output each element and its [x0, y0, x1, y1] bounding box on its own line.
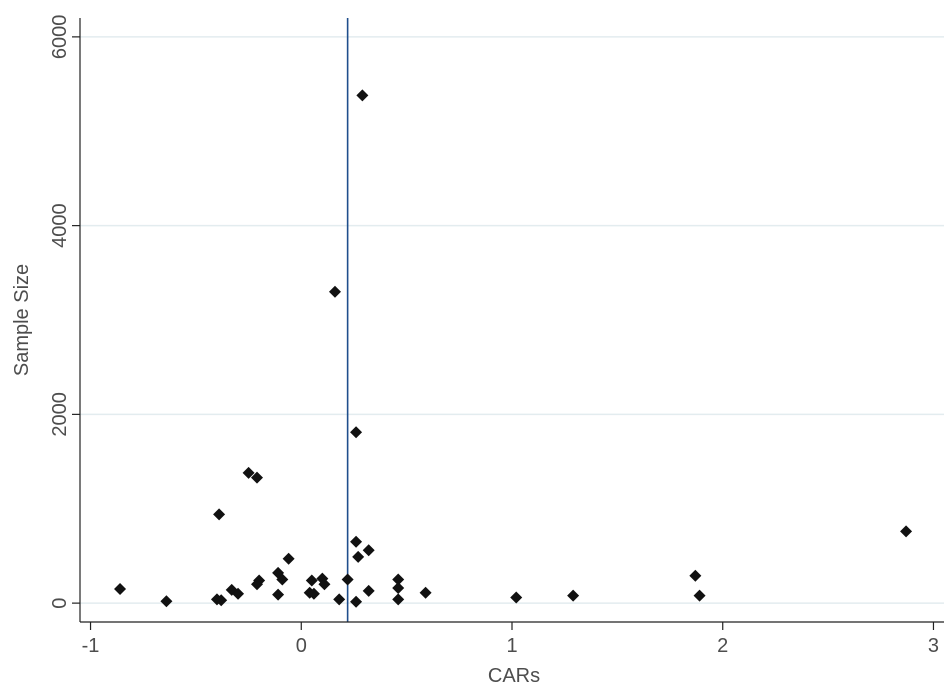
data-point-0-3 [242, 466, 255, 479]
data-point-0-27 [307, 587, 320, 600]
x-tick-label-3: 2 [717, 635, 728, 657]
y-axis-title: Sample Size [11, 264, 33, 376]
data-points [114, 89, 913, 608]
y-tick-label-3: 6000 [49, 15, 71, 60]
data-point-0-9 [352, 550, 365, 563]
data-point-0-16 [341, 573, 354, 586]
data-point-0-36 [392, 593, 405, 606]
y-tick-label-2: 4000 [49, 203, 71, 248]
data-point-0-5 [213, 508, 226, 521]
data-point-0-15 [305, 574, 318, 587]
data-point-0-20 [318, 578, 331, 591]
data-point-0-6 [900, 525, 913, 538]
data-point-0-23 [392, 582, 405, 595]
data-point-0-10 [282, 552, 295, 565]
data-point-0-19 [251, 578, 264, 591]
data-point-0-2 [350, 426, 363, 439]
data-point-0-1 [328, 285, 341, 298]
data-point-0-7 [350, 535, 363, 548]
x-tick-label-1: 0 [296, 635, 307, 657]
data-point-0-28 [232, 587, 245, 600]
gridlines [80, 36, 944, 604]
x-tick-label-0: -1 [82, 635, 100, 657]
data-point-0-21 [114, 582, 127, 595]
data-point-0-11 [689, 569, 702, 582]
data-point-0-25 [419, 586, 432, 599]
data-point-0-13 [276, 573, 289, 586]
y-tick-label-1: 2000 [49, 392, 71, 437]
data-point-0-32 [510, 591, 523, 604]
x-tick-label-4: 3 [928, 635, 939, 657]
data-point-0-31 [693, 589, 706, 602]
data-point-0-37 [160, 595, 173, 608]
data-point-0-17 [392, 573, 405, 586]
ticks: 0 2000 4000 6000 -1 0 1 2 3 [49, 15, 939, 657]
data-point-0-29 [272, 588, 285, 601]
data-point-0-0 [356, 89, 369, 102]
data-point-0-38 [350, 595, 363, 608]
axes [79, 18, 944, 623]
data-point-0-33 [333, 593, 346, 606]
x-tick-label-2: 1 [506, 635, 517, 657]
data-point-0-4 [251, 471, 264, 484]
data-point-0-8 [362, 544, 375, 557]
x-axis-title: CARs [488, 665, 540, 687]
y-tick-label-0: 0 [49, 598, 71, 609]
data-point-0-30 [567, 589, 580, 602]
data-point-0-24 [362, 584, 375, 597]
data-point-0-35 [215, 594, 228, 607]
